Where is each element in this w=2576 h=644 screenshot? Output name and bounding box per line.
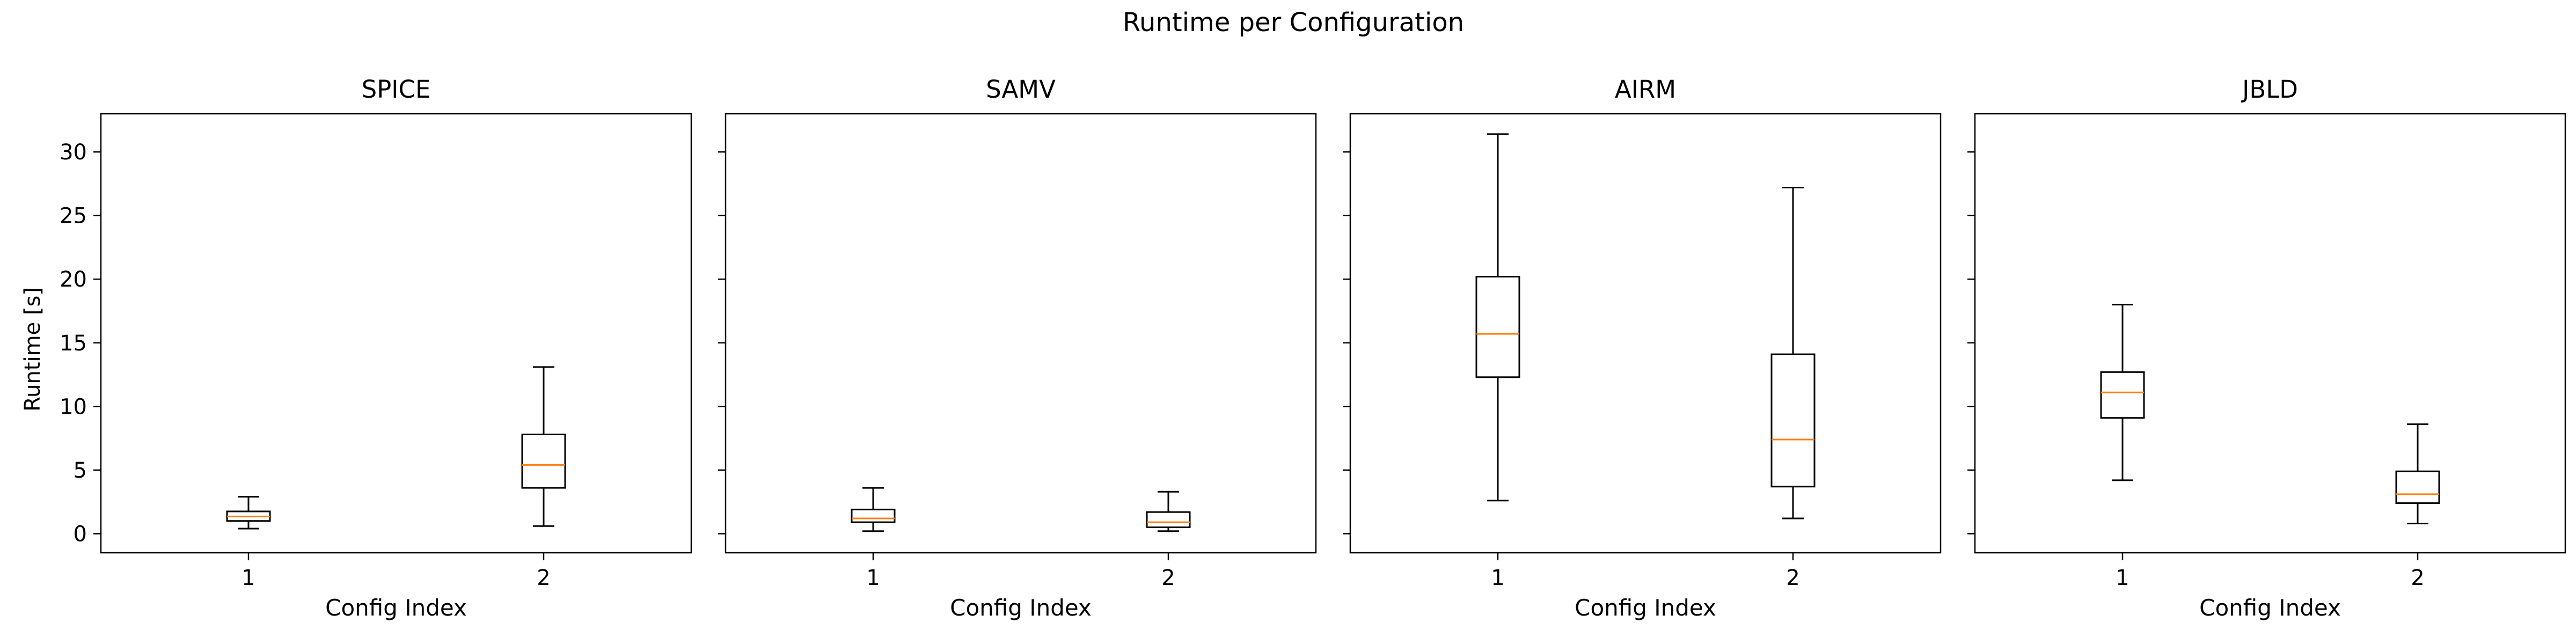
x-tick-label: 1 [241,566,255,590]
box-jbld-1 [2100,304,2145,481]
iqr-box [2100,371,2145,419]
axes-frame [1349,113,1942,554]
iqr-box [1770,353,1816,488]
panels: SPICE 0 5 10 15 20 25 30 1 2 Config Index SAMV 1 2 Con… [60,75,2566,621]
axes-frame [724,113,1317,554]
iqr-box [1146,511,1191,529]
y-tick-label: 10 [60,394,87,419]
y-tick-label: 0 [74,522,87,546]
figure-title: Runtime per Configuration [1123,8,1464,38]
x-axis-label: Config Index [1575,595,1716,621]
x-axis-label: Config Index [325,595,467,621]
y-tick-label: 15 [60,331,87,356]
y-tick-label: 25 [60,204,87,229]
x-tick-label: 2 [537,566,550,590]
x-tick-label: 1 [2116,566,2129,590]
box-spice-1 [226,496,271,530]
panel-spice: SPICE 0 5 10 15 20 25 30 1 2 Config Index [60,75,692,621]
iqr-box [851,508,896,523]
box-airm-1 [1475,133,1520,502]
x-tick-label: 2 [1786,566,1799,590]
box-samv-2 [1146,491,1191,532]
box-airm-2 [1770,187,1816,519]
x-tick-label: 2 [2411,566,2424,590]
y-axis-label: Runtime [s] [20,287,45,412]
x-axis-label: Config Index [950,595,1092,621]
axes-frame [100,113,692,554]
panel-title: AIRM [1615,75,1676,104]
panel-title: SPICE [362,75,431,104]
panel-title: JBLD [2241,75,2298,104]
iqr-box [2395,470,2440,504]
x-tick-label: 1 [1491,566,1504,590]
panel-title: SAMV [986,75,1056,104]
box-spice-2 [521,366,566,527]
y-tick-label: 20 [60,267,87,292]
iqr-box [1475,275,1520,378]
axes-frame [1974,113,2566,554]
box-jbld-2 [2395,423,2440,524]
y-tick-label: 5 [74,458,87,483]
y-tick-label: 30 [60,140,87,165]
panel-samv: SAMV 1 2 Config Index [718,75,1317,621]
x-axis-label: Config Index [2199,595,2341,621]
x-tick-label: 2 [1161,566,1175,590]
panel-jbld: JBLD 1 2 Config Index [1967,75,2566,621]
iqr-box [521,433,566,489]
box-samv-1 [851,487,896,532]
x-tick-label: 1 [866,566,880,590]
panel-airm: AIRM 1 2 Config Index [1343,75,1942,621]
